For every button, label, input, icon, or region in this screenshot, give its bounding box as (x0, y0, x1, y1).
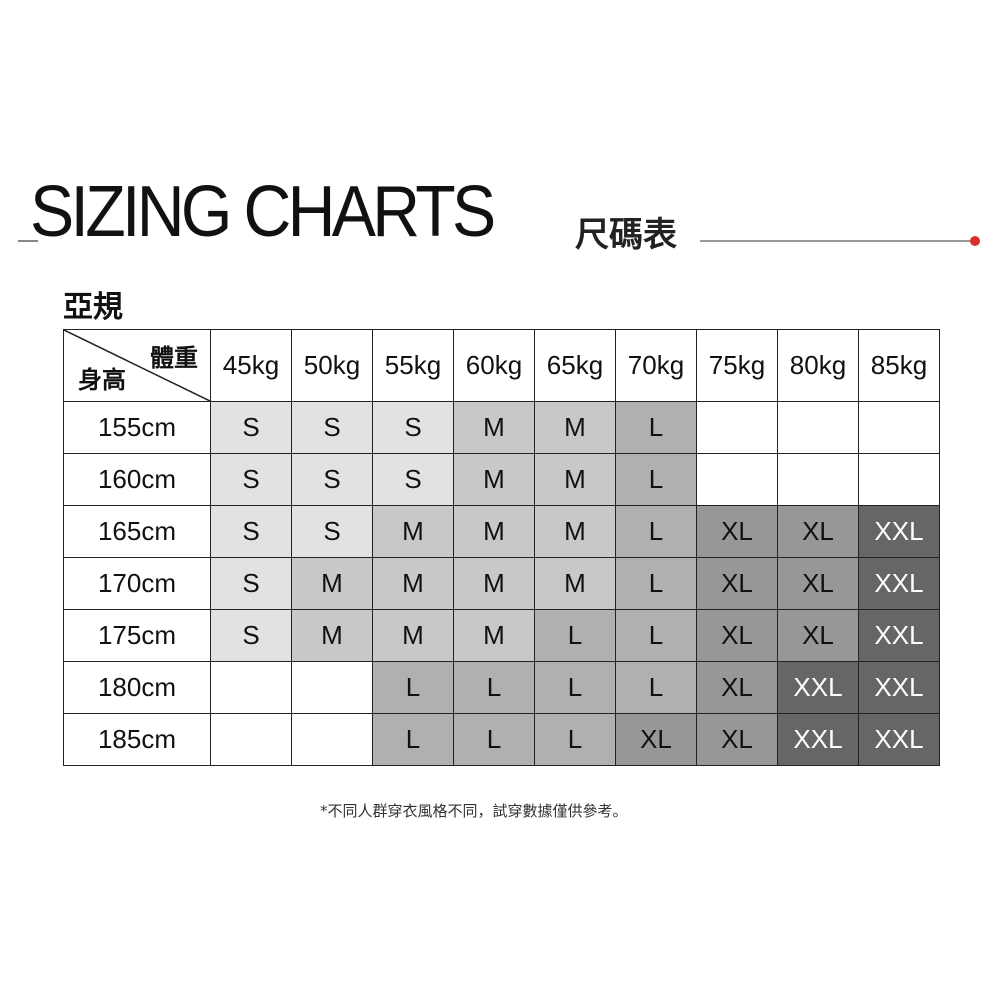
height-label: 身高 (78, 366, 126, 394)
size-cell: L (615, 557, 697, 610)
size-cell: XL (696, 713, 778, 766)
size-cell: S (372, 401, 454, 454)
row-header: 170cm (63, 557, 211, 610)
size-cell: L (615, 401, 697, 454)
table-row: 165cm S S M M M L XL XL XXL (63, 505, 940, 558)
size-cell: XXL (858, 661, 940, 714)
size-cell: XXL (858, 713, 940, 766)
size-cell (858, 401, 940, 454)
column-header: 85kg (858, 329, 940, 402)
corner-cell: 體重 身高 (63, 329, 212, 402)
size-cell: L (615, 661, 697, 714)
size-cell: XL (777, 609, 859, 662)
size-cell: S (210, 557, 292, 610)
size-cell: XXL (858, 557, 940, 610)
size-cell: M (534, 557, 616, 610)
size-cell: L (615, 453, 697, 506)
accent-dot (970, 236, 980, 246)
column-header: 45kg (210, 329, 292, 402)
size-cell: L (453, 661, 535, 714)
row-header: 165cm (63, 505, 211, 558)
size-cell: M (372, 505, 454, 558)
size-cell: M (372, 609, 454, 662)
size-cell: XXL (858, 609, 940, 662)
footnote: *不同人群穿衣風格不同，試穿數據僅供參考。 (320, 802, 628, 820)
size-cell: M (291, 609, 373, 662)
diagonal-line (64, 330, 212, 402)
page-title: SIZING CHARTS (30, 172, 496, 252)
table-row: 155cm S S S M M L (63, 401, 940, 454)
section-title: 亞規 (63, 290, 123, 325)
size-cell: XXL (777, 713, 859, 766)
size-cell: L (534, 609, 616, 662)
header-row: 體重 身高 45kg 50kg 55kg 60kg 65kg 70kg 75kg 80kg 85kg (63, 329, 940, 402)
row-header: 180cm (63, 661, 211, 714)
size-cell: S (291, 505, 373, 558)
size-cell: XL (777, 557, 859, 610)
size-cell: M (291, 557, 373, 610)
size-cell (777, 453, 859, 506)
size-cell: L (534, 661, 616, 714)
size-cell: S (210, 401, 292, 454)
size-cell: XXL (858, 505, 940, 558)
size-cell: M (453, 453, 535, 506)
table-row: 160cm S S S M M L (63, 453, 940, 506)
size-cell: M (453, 401, 535, 454)
size-cell: XXL (777, 661, 859, 714)
title-rule-left (18, 240, 38, 242)
size-cell: M (453, 557, 535, 610)
size-cell: M (534, 401, 616, 454)
size-cell: L (453, 713, 535, 766)
size-cell: XL (696, 557, 778, 610)
title-rule (700, 240, 975, 242)
size-cell: M (453, 609, 535, 662)
size-cell (291, 661, 373, 714)
table-row: 180cm L L L L XL XXL XXL (63, 661, 940, 714)
column-header: 80kg (777, 329, 859, 402)
column-header: 50kg (291, 329, 373, 402)
column-header: 65kg (534, 329, 616, 402)
page-subtitle: 尺碼表 (575, 215, 677, 255)
size-cell: L (372, 661, 454, 714)
size-cell: XL (615, 713, 697, 766)
size-cell (210, 661, 292, 714)
size-cell (858, 453, 940, 506)
size-cell: L (534, 713, 616, 766)
table-row: 185cm L L L XL XL XXL XXL (63, 713, 940, 766)
size-cell: L (372, 713, 454, 766)
size-cell: XL (696, 661, 778, 714)
row-header: 160cm (63, 453, 211, 506)
size-cell: XL (696, 505, 778, 558)
size-cell: S (210, 505, 292, 558)
column-header: 75kg (696, 329, 778, 402)
size-cell: S (210, 609, 292, 662)
size-cell: M (534, 453, 616, 506)
size-cell: S (291, 401, 373, 454)
table-row: 170cm S M M M M L XL XL XXL (63, 557, 940, 610)
size-cell: XL (777, 505, 859, 558)
size-cell (210, 713, 292, 766)
size-cell: M (453, 505, 535, 558)
size-cell: S (210, 453, 292, 506)
size-cell: S (291, 453, 373, 506)
size-cell (291, 713, 373, 766)
size-cell: L (615, 505, 697, 558)
size-cell: S (372, 453, 454, 506)
column-header: 60kg (453, 329, 535, 402)
size-cell: M (534, 505, 616, 558)
size-cell (696, 453, 778, 506)
column-header: 55kg (372, 329, 454, 402)
table-row: 175cm S M M M L L XL XL XXL (63, 609, 940, 662)
row-header: 185cm (63, 713, 211, 766)
size-cell (696, 401, 778, 454)
size-cell (777, 401, 859, 454)
weight-label: 體重 (150, 344, 198, 372)
row-header: 175cm (63, 609, 211, 662)
column-header: 70kg (615, 329, 697, 402)
row-header: 155cm (63, 401, 211, 454)
size-cell: XL (696, 609, 778, 662)
size-cell: M (372, 557, 454, 610)
size-cell: L (615, 609, 697, 662)
size-table: 體重 身高 45kg 50kg 55kg 60kg 65kg 70kg 75kg 80kg 85kg… (63, 329, 940, 766)
